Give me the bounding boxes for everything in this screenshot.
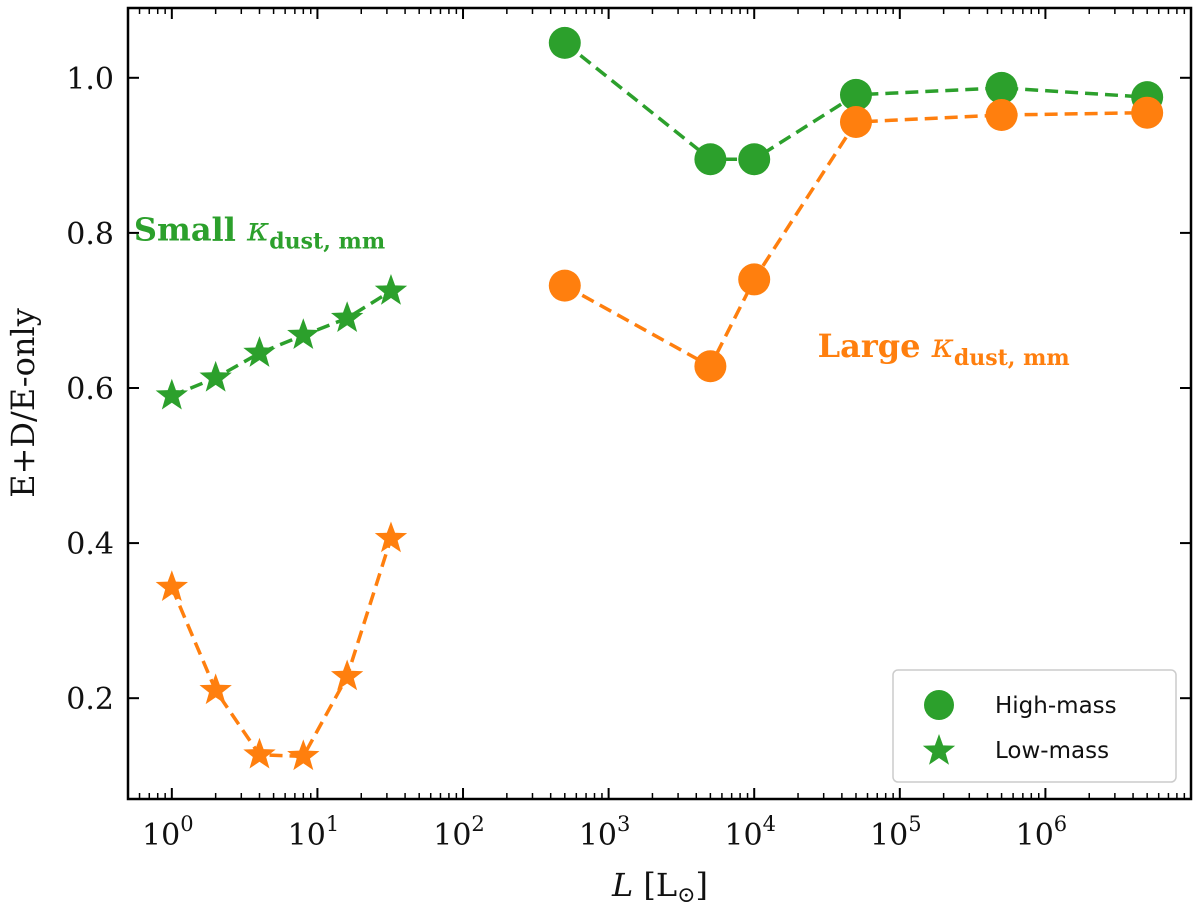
y-tick-label: 0.6 — [66, 372, 114, 407]
orange-star-point — [155, 570, 188, 602]
x-tick-label: 103 — [579, 812, 631, 853]
orange-circle-point — [839, 105, 872, 138]
x-tick-label: 102 — [433, 812, 485, 853]
legend-marker-star — [922, 734, 956, 765]
green-star-point — [199, 360, 232, 392]
legend-box — [892, 669, 1177, 783]
orange-star-point — [330, 659, 364, 691]
data-series — [155, 26, 1164, 771]
legend: High-mass Low-mass — [892, 669, 1177, 783]
x-axis-label-unit: [L — [633, 866, 677, 904]
green-circle-point — [985, 71, 1018, 104]
y-tick-label: 0.4 — [66, 527, 114, 562]
y-tick-label: 0.8 — [66, 217, 114, 252]
orange-annotation: Large κdust, mm — [818, 326, 1070, 371]
x-tick-label: 100 — [142, 812, 194, 853]
legend-star — [922, 734, 956, 765]
green-star-point — [330, 301, 364, 332]
orange-circle-point — [1131, 96, 1164, 129]
orange-star-point — [287, 739, 320, 771]
orange-circle-point — [548, 269, 581, 302]
green-star-point — [287, 318, 320, 350]
green-circle-point — [839, 78, 872, 111]
plot-frame — [126, 6, 1193, 801]
x-tick-label: 104 — [724, 812, 776, 853]
green-circle-point — [694, 143, 727, 176]
green-star-point — [243, 336, 276, 367]
y-tick-label: 0.2 — [66, 682, 114, 717]
x-tick-label: 106 — [1016, 812, 1068, 853]
orange-star-point — [199, 673, 232, 705]
green-star-point — [374, 274, 408, 305]
green-star-point — [155, 378, 188, 410]
green-annotation: Small κdust, mm — [134, 210, 385, 255]
x-axis-label-close: ] — [696, 866, 708, 904]
orange-circle-point — [738, 263, 771, 296]
green-circle-point — [738, 143, 771, 176]
axis-ticks: 100 101 102 103 104 105 106 0.2 0.4 0.6 0.8 1.0 — [66, 8, 1191, 853]
x-tick-label: 105 — [870, 812, 922, 853]
orange-circle-point — [985, 99, 1018, 132]
x-axis-label-symbol: L — [611, 866, 633, 904]
y-tick-label: 1.0 — [66, 62, 114, 97]
green-circle-line — [563, 41, 1148, 161]
green-star-line — [171, 289, 392, 398]
orange-star-point — [243, 737, 276, 769]
annotations: Small κdust, mm Large κdust, mm — [134, 210, 1070, 371]
green-circle-point — [548, 26, 581, 59]
orange-star-line — [170, 537, 393, 759]
orange-star-point — [374, 521, 408, 553]
legend-label-high-mass: High-mass — [995, 693, 1117, 719]
x-tick-label: 101 — [288, 812, 340, 853]
legend-circle — [924, 690, 954, 720]
legend-label-low-mass: Low-mass — [995, 738, 1109, 764]
x-axis-label-unit-sub: ⊙ — [677, 883, 695, 908]
y-axis-label: E+D/E-only — [4, 308, 42, 498]
orange-circle-line — [563, 110, 1148, 369]
orange-circle-point — [694, 350, 727, 383]
x-axis-label: L [L⊙] — [611, 866, 708, 908]
legend-marker-circle — [924, 690, 954, 720]
